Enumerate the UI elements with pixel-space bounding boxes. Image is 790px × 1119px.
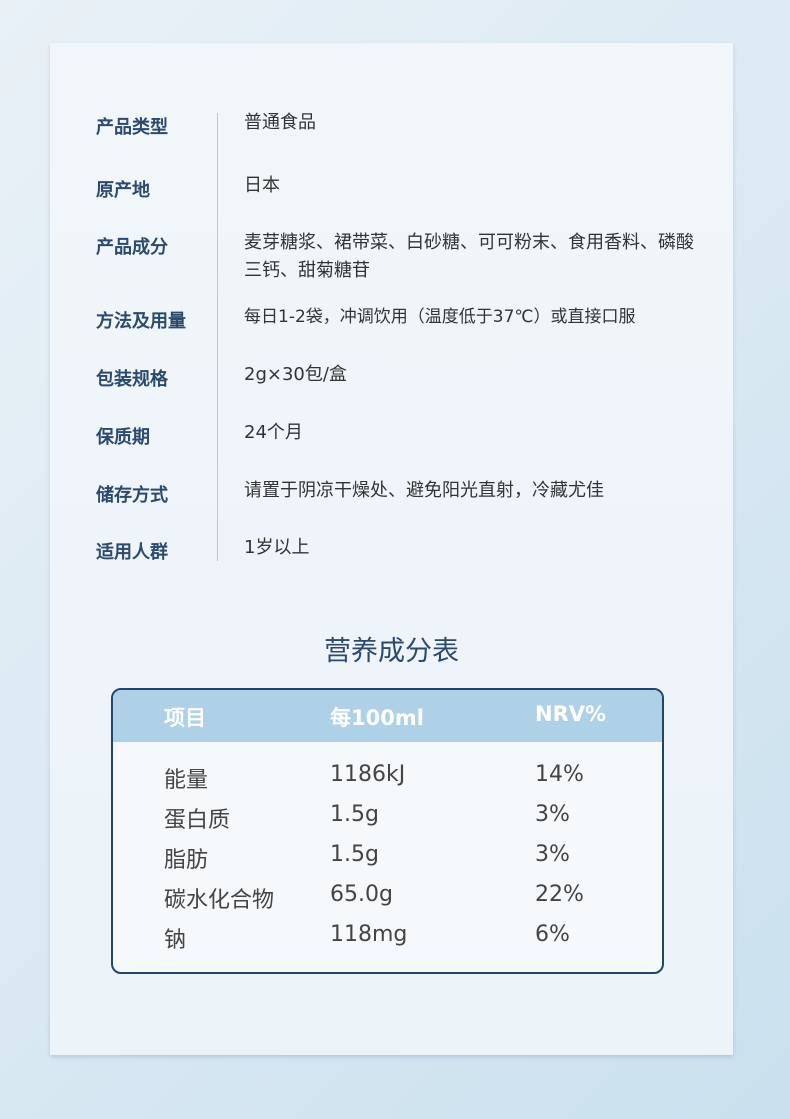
spec-value: 每日1-2袋，冲调饮用（温度低于37℃）或直接口服 [244, 307, 636, 327]
table-row: 碳水化合物 65.0g 22% [113, 882, 662, 922]
spec-label: 保质期 [96, 427, 150, 448]
cell-nrv: 3% [535, 842, 570, 867]
spec-value: 2g×30包/盒 [244, 364, 347, 385]
table-row: 能量 1186kJ 14% [113, 762, 662, 802]
cell-item: 脂肪 [164, 848, 209, 873]
spec-label: 产品成分 [96, 237, 168, 258]
nutrition-title: 营养成分表 [324, 636, 459, 667]
cell-amount: 1.5g [330, 842, 379, 867]
table-header: 项目 每100ml NRV% [113, 690, 662, 742]
cell-amount: 118mg [330, 922, 408, 947]
cell-nrv: 6% [535, 922, 570, 947]
spec-label: 产品类型 [96, 117, 168, 138]
cell-amount: 65.0g [330, 882, 393, 907]
spec-value: 普通食品 [244, 112, 316, 133]
spec-value: 请置于阴凉干燥处、避免阳光直射，冷藏尤佳 [244, 480, 604, 501]
spec-value: 24个月 [244, 422, 303, 443]
cell-item: 碳水化合物 [164, 888, 275, 913]
spec-label: 方法及用量 [96, 311, 186, 332]
product-info-card: 产品类型 普通食品 原产地 日本 产品成分 麦芽糖浆、裙带菜、白砂糖、可可粉末、食用香… [50, 43, 733, 1055]
header-per100ml: 每100ml [330, 706, 424, 730]
header-item: 项目 [164, 706, 206, 730]
cell-nrv: 22% [535, 882, 584, 907]
header-nrv: NRV% [535, 702, 607, 726]
cell-nrv: 14% [535, 762, 584, 787]
nutrition-table: 项目 每100ml NRV% 能量 1186kJ 14% 蛋白质 1.5g 3% 脂肪 1… [111, 688, 664, 974]
table-row: 脂肪 1.5g 3% [113, 842, 662, 882]
spec-value: 1岁以上 [244, 537, 310, 558]
cell-amount: 1.5g [330, 802, 379, 827]
cell-item: 蛋白质 [164, 808, 231, 833]
spec-label: 原产地 [96, 180, 150, 201]
divider [217, 113, 218, 561]
spec-label: 储存方式 [96, 485, 168, 506]
cell-item: 钠 [164, 928, 187, 953]
cell-nrv: 3% [535, 802, 570, 827]
cell-item: 能量 [164, 768, 209, 793]
spec-value: 日本 [244, 175, 280, 196]
spec-value: 麦芽糖浆、裙带菜、白砂糖、可可粉末、食用香料、磷酸三钙、甜菊糖苷 [244, 232, 694, 281]
spec-label: 包装规格 [96, 369, 168, 390]
spec-label: 适用人群 [96, 542, 168, 563]
table-row: 蛋白质 1.5g 3% [113, 802, 662, 842]
cell-amount: 1186kJ [330, 762, 406, 787]
table-row: 钠 118mg 6% [113, 922, 662, 962]
